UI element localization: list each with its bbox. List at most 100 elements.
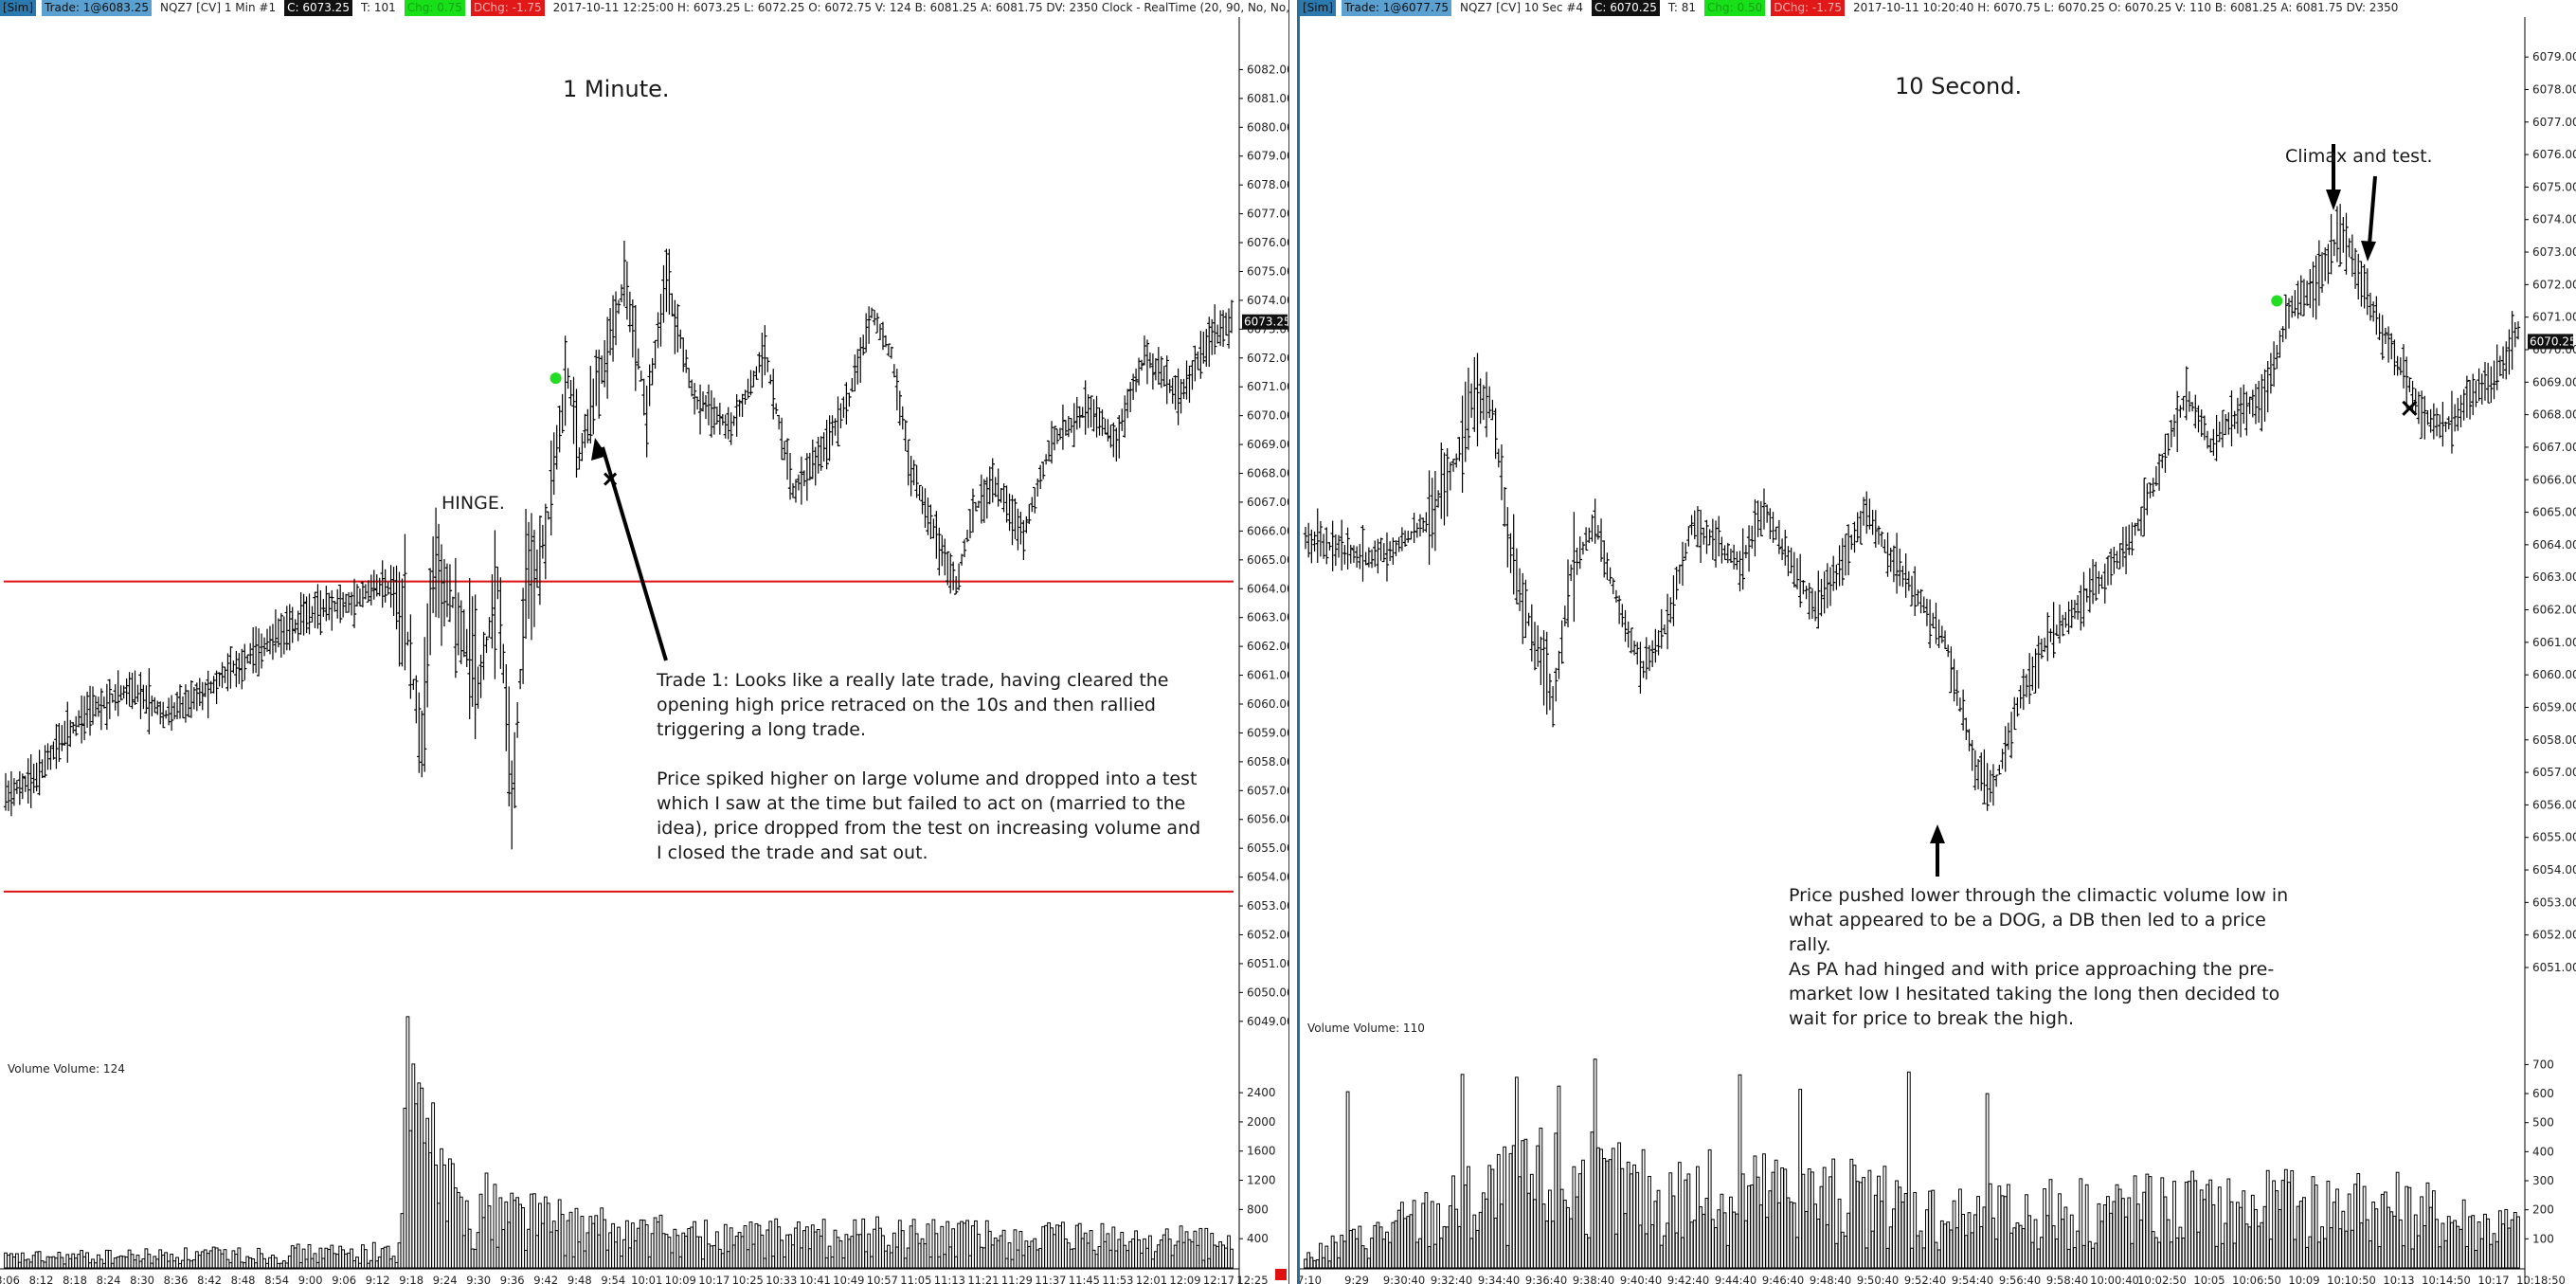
volume-bar <box>507 1221 512 1269</box>
price-bar <box>1420 517 1426 533</box>
price-bar <box>731 415 736 426</box>
price-bar <box>1060 404 1066 450</box>
price-bar <box>400 578 405 667</box>
price-bar <box>211 676 216 694</box>
time-axis-label: 10:14:50 <box>2422 1274 2471 1284</box>
price-bar <box>1348 544 1353 564</box>
volume-bar <box>2377 1246 2382 1269</box>
volume-bar <box>172 1260 176 1269</box>
price-bar <box>2395 355 2400 376</box>
price-bar <box>2253 384 2259 425</box>
price-bar <box>1825 563 1830 608</box>
volume-bar <box>369 1259 373 1269</box>
volume-bar <box>265 1262 269 1269</box>
panel-divider[interactable] <box>1288 0 1300 1284</box>
volume-bar <box>990 1244 995 1269</box>
trade-badge[interactable]: Trade: 1@6077.75 <box>1342 0 1451 16</box>
volume-bar <box>554 1230 559 1269</box>
time-axis-label: 10:41 <box>800 1274 831 1284</box>
price-bar <box>1975 758 1981 789</box>
price-bar <box>2012 696 2017 731</box>
volume-bar <box>1485 1198 1488 1269</box>
volume-bar <box>1327 1260 1332 1269</box>
trade-badge[interactable]: Trade: 1@6083.25 <box>42 0 152 16</box>
volume-bar <box>1653 1201 1658 1269</box>
price-annotation: Price pushed lower through the climactic… <box>1789 885 2289 955</box>
volume-bar <box>870 1256 874 1269</box>
sim-badge[interactable]: [Sim] <box>1300 0 1337 16</box>
volume-bar <box>574 1207 579 1269</box>
volume-bar <box>968 1255 972 1269</box>
price-bar <box>2115 551 2119 570</box>
volume-bar <box>532 1193 536 1269</box>
volume-bar <box>551 1221 556 1269</box>
price-chart-10sec[interactable]: 6079.006078.006077.006076.006075.006074.… <box>1300 0 2576 1284</box>
volume-bar <box>1979 1226 1984 1269</box>
volume-bar <box>2254 1208 2258 1269</box>
price-bar <box>1057 427 1063 441</box>
price-bar <box>911 460 916 486</box>
volume-bar <box>1605 1160 1610 1269</box>
price-bar <box>1036 478 1040 497</box>
price-bar <box>259 633 264 669</box>
sim-badge[interactable]: [Sim] <box>0 0 37 16</box>
volume-bar <box>571 1256 576 1269</box>
price-bar <box>1771 512 1775 543</box>
price-axis-label: 6063.00 <box>2532 570 2576 584</box>
price-bar <box>1472 356 1477 432</box>
volume-bar <box>2214 1245 2219 1269</box>
status-indicator[interactable] <box>1275 1269 1287 1280</box>
volume-axis-label: 600 <box>2532 1087 2554 1100</box>
volume-bar <box>2344 1230 2349 1269</box>
volume-bar <box>1315 1258 1320 1269</box>
price-bar <box>1949 646 1954 694</box>
price-bar <box>2334 206 2340 262</box>
volume-bar <box>2073 1247 2077 1269</box>
price-chart-1min[interactable]: 6082.006081.006080.006079.006078.006077.… <box>0 0 1288 1284</box>
volume-bar <box>2293 1239 2297 1269</box>
price-bar <box>2127 524 2132 555</box>
price-bar <box>2323 247 2328 281</box>
volume-bar <box>268 1257 272 1269</box>
volume-bar <box>65 1254 70 1269</box>
price-bar <box>1315 508 1320 563</box>
volume-bar <box>327 1249 332 1269</box>
volume-bar <box>1089 1230 1093 1269</box>
price-bar <box>720 413 726 425</box>
price-bar <box>1659 608 1664 649</box>
chart-panel-1min[interactable]: [Sim] Trade: 1@6083.25 NQZ7 [CV] 1 Min #… <box>0 0 1288 1284</box>
volume-bar <box>1478 1211 1483 1269</box>
last-price-label: 6070.25 <box>2530 335 2576 348</box>
volume-bar <box>1916 1235 1920 1269</box>
entry-marker <box>2271 295 2283 307</box>
price-bar <box>118 685 123 701</box>
volume-bar <box>476 1232 480 1269</box>
volume-bar <box>2461 1199 2466 1269</box>
volume-bar <box>2510 1219 2514 1269</box>
price-bar <box>206 670 210 718</box>
last-price-label: 6073.25 <box>1244 316 1288 329</box>
volume-bar <box>366 1262 370 1269</box>
volume-bar <box>1385 1231 1389 1269</box>
price-bar <box>900 406 905 430</box>
chart-panel-10sec[interactable]: [Sim] Trade: 1@6077.75 NQZ7 [CV] 10 Sec … <box>1300 0 2576 1284</box>
price-bar <box>1707 529 1712 546</box>
price-bar <box>158 701 163 725</box>
price-bar <box>1722 545 1727 561</box>
volume-bar <box>2389 1211 2394 1269</box>
volume-bar <box>1508 1152 1513 1269</box>
volume-bar <box>191 1259 196 1269</box>
volume-bar <box>1958 1188 1962 1269</box>
time-axis-label: 10:13 <box>2383 1274 2414 1284</box>
price-bar <box>1801 580 1806 595</box>
volume-axis-label: 1200 <box>1247 1174 1276 1187</box>
price-bar <box>644 385 649 458</box>
volume-bar <box>57 1252 62 1269</box>
volume-bar <box>2208 1179 2213 1269</box>
price-axis-label: 6078.00 <box>1247 178 1288 191</box>
volume-bar <box>403 1107 407 1269</box>
price-bar <box>836 396 840 447</box>
volume-bar <box>2504 1208 2509 1269</box>
price-bar <box>256 628 261 677</box>
volume-bar <box>1523 1138 1528 1269</box>
